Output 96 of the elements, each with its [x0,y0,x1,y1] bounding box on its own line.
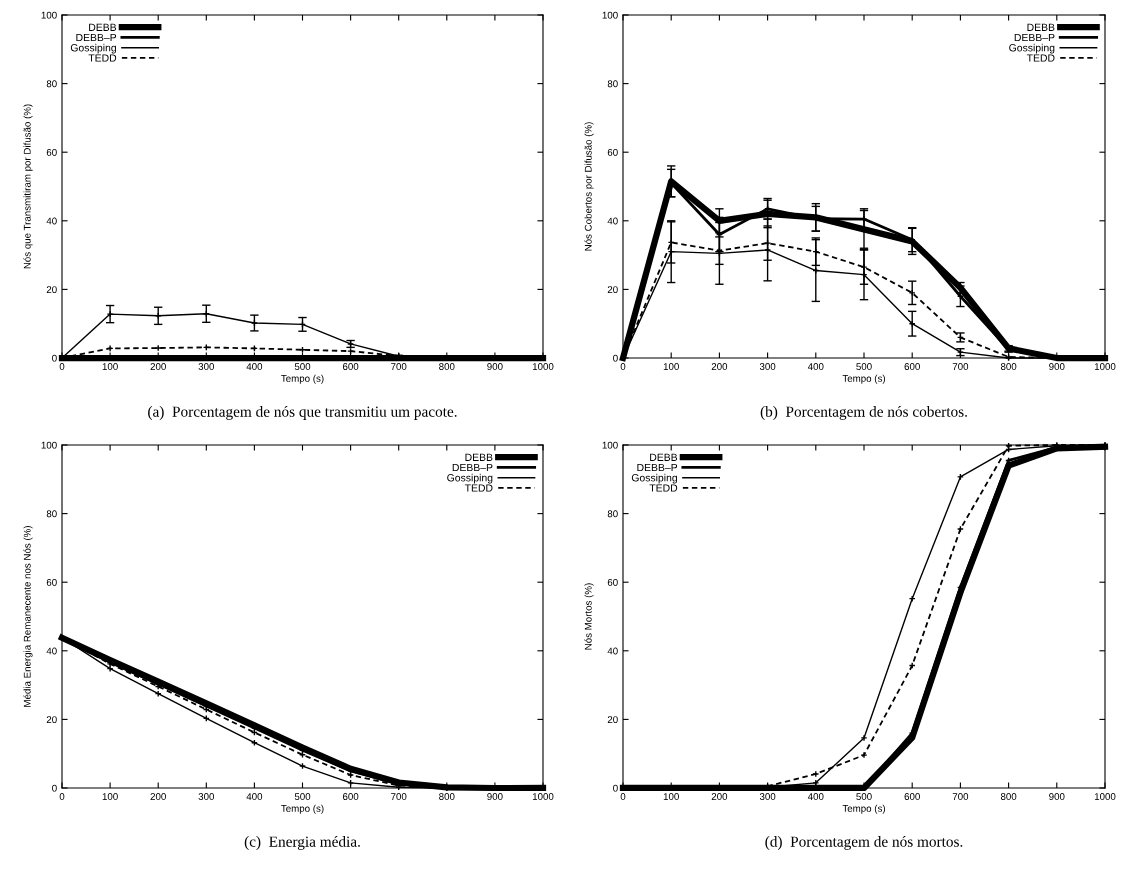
legend-label: DEBB–P [76,33,117,42]
y-tick-label: 80 [607,510,618,518]
legend-label: DEBB–P [1014,33,1055,42]
y-tick-label: 40 [46,647,57,655]
y-tick-label: 100 [602,441,618,449]
x-axis-title: Tempo (s) [842,804,886,814]
legend-label: Gossiping [1009,43,1055,54]
legend-label: DEBB [650,453,678,461]
y-tick-label: 60 [607,148,618,156]
x-tick-label: 300 [759,363,776,370]
y-axis-title: Média Energia Remanecente nos Nós (%) [23,526,33,707]
x-tick-label: 100 [102,363,118,370]
y-axis-title: Nós Mortos (%) [584,583,594,650]
text: (c) Energia média. [244,836,360,850]
x-tick-label: 700 [952,793,969,800]
legend-label: TEDD [649,484,678,492]
x-tick-label: 800 [439,793,455,800]
x-tick-label: 900 [487,363,503,370]
y-tick-label: 40 [46,217,57,225]
y-tick-label: 80 [46,510,57,518]
x-tick-label: 600 [342,793,359,800]
x-axis-title: Tempo (s) [842,374,886,384]
y-tick-label: 20 [607,716,618,724]
y-tick-label: 100 [602,11,618,19]
y-tick-label: 60 [46,578,57,586]
x-tick-label: 300 [759,793,776,800]
y-tick-label: 0 [52,354,57,362]
x-tick-label: 0 [59,793,65,800]
x-tick-label: 1000 [1094,793,1116,800]
x-tick-label: 100 [663,793,679,800]
legend-label: TEDD [88,54,117,62]
x-tick-label: 900 [487,793,503,800]
x-tick-label: 900 [1049,793,1065,800]
x-tick-label: 600 [904,363,920,370]
x-tick-label: 500 [856,363,872,370]
x-tick-label: 500 [856,793,872,800]
x-tick-label: 800 [1000,363,1017,370]
x-tick-label: 100 [102,793,118,800]
x-tick-label: 700 [952,363,969,370]
x-tick-label: 700 [391,793,407,800]
legend-label: DEBB–P [637,463,678,472]
x-tick-label: 100 [663,363,679,370]
x-tick-label: 0 [59,363,65,370]
x-tick-label: 900 [1049,363,1065,370]
legend-label: Gossiping [447,473,493,484]
y-tick-label: 80 [46,80,57,88]
x-tick-label: 0 [620,363,626,370]
x-tick-label: 500 [294,793,311,800]
x-tick-label: 1000 [1094,363,1116,370]
y-tick-label: 20 [607,286,618,294]
y-axis-title: Nós Cobertos por Difusão (%) [584,122,594,251]
x-tick-label: 400 [246,363,263,370]
y-tick-label: 40 [607,647,618,655]
y-tick-label: 0 [613,354,618,362]
x-tick-label: 200 [711,363,728,370]
y-tick-label: 0 [52,784,57,792]
text: (a) Porcentagem de nós que transmitiu um pacote. [148,406,457,420]
x-tick-label: 1000 [532,793,554,800]
y-tick-label: 100 [41,11,57,19]
x-tick-label: 400 [807,793,824,800]
legend-label: Gossiping [70,43,116,54]
legend-label: TEDD [464,484,493,492]
x-tick-label: 600 [904,793,920,800]
x-tick-label: 600 [342,363,359,370]
text: (b) Porcentagem de nós cobertos. [760,406,967,420]
x-tick-label: 700 [391,363,407,370]
y-axis-title: Nós que Transmitiram por Difusão (%) [23,104,33,269]
legend-label: DEBB [1027,23,1055,31]
y-tick-label: 0 [613,784,618,792]
x-tick-label: 300 [198,363,215,370]
x-axis-title: Tempo (s) [281,374,324,384]
x-tick-label: 200 [150,363,166,370]
legend-label: DEBB [465,453,493,461]
x-tick-label: 400 [246,793,263,800]
y-tick-label: 20 [46,716,57,724]
y-tick-label: 60 [46,148,57,156]
text: (d) Porcentagem de nós mortos. [765,836,963,850]
y-tick-label: 100 [41,441,57,449]
x-tick-label: 200 [150,793,166,800]
x-tick-label: 500 [294,363,311,370]
x-axis-title: Tempo (s) [281,804,324,814]
y-tick-label: 20 [46,286,57,294]
x-tick-label: 300 [198,793,215,800]
x-tick-label: 200 [711,793,728,800]
legend-label: DEBB–P [452,463,493,472]
x-tick-label: 1000 [532,363,554,370]
y-tick-label: 80 [607,80,618,88]
y-tick-label: 60 [607,578,618,586]
x-tick-label: 800 [1000,793,1017,800]
y-tick-label: 40 [607,217,618,225]
legend-label: Gossiping [631,473,677,484]
x-tick-label: 400 [807,363,824,370]
legend-label: TEDD [1026,54,1055,62]
legend-label: DEBB [89,23,117,31]
x-tick-label: 0 [620,793,626,800]
x-tick-label: 800 [439,363,455,370]
